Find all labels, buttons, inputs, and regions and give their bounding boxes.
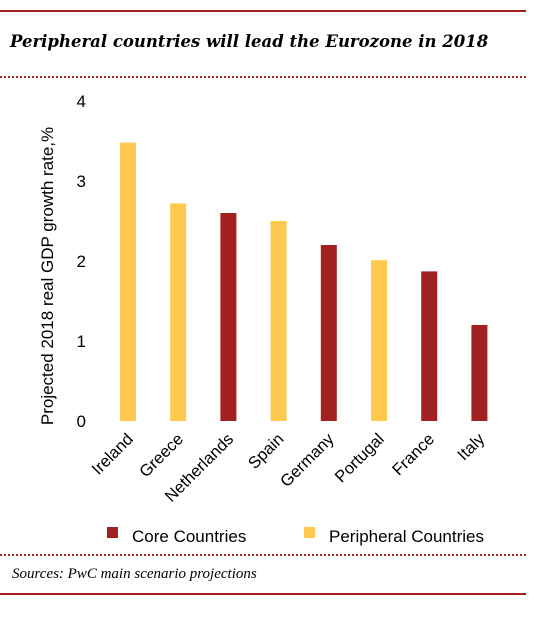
bar-germany (320, 245, 337, 421)
bottom-rule (0, 593, 526, 595)
legend: Core Countries Peripheral Countries (107, 527, 484, 546)
bar-ireland (120, 142, 136, 421)
y-axis-ticks: 0 1 2 3 4 (77, 92, 86, 431)
x-tick-label: Germany (277, 430, 338, 491)
x-tick-label: Spain (245, 430, 288, 473)
footer-divider (0, 554, 526, 556)
bars (120, 142, 488, 421)
y-tick-label: 1 (77, 332, 86, 351)
source-note: Sources: PwC main scenario projections (12, 566, 257, 582)
y-tick-label: 4 (77, 92, 86, 111)
bar-italy (471, 325, 488, 421)
x-tick-label: France (389, 430, 438, 479)
legend-label-peripheral: Peripheral Countries (329, 527, 484, 546)
x-tick-label: Portugal (332, 430, 388, 486)
legend-swatch-core (107, 527, 118, 538)
top-rule (0, 10, 526, 12)
legend-swatch-peripheral (304, 527, 315, 538)
chart-title: Peripheral countries will lead the Euroz… (10, 32, 489, 51)
y-tick-label: 2 (77, 252, 86, 271)
bar-spain (270, 221, 287, 421)
x-tick-label: Ireland (88, 430, 136, 478)
title-divider (0, 76, 526, 78)
x-tick-label: Italy (454, 430, 489, 465)
bar-netherlands (220, 213, 237, 421)
bar-france (421, 271, 438, 421)
bar-portugal (371, 260, 387, 421)
x-tick-label: Greece (136, 430, 187, 481)
y-tick-label: 3 (77, 172, 86, 191)
legend-label-core: Core Countries (132, 527, 246, 546)
y-tick-label: 0 (77, 412, 86, 431)
bar-greece (170, 203, 187, 421)
y-axis-label: Projected 2018 real GDP growth rate,% (38, 127, 57, 425)
